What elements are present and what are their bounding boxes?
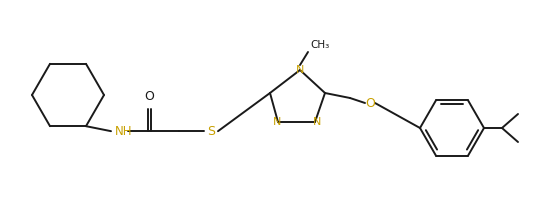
Text: CH₃: CH₃ — [310, 40, 329, 50]
Text: O: O — [144, 90, 154, 103]
Text: O: O — [365, 96, 375, 109]
Text: S: S — [207, 125, 215, 138]
Text: NH: NH — [115, 125, 132, 138]
Text: N: N — [296, 65, 304, 75]
Text: N: N — [313, 117, 321, 127]
Text: N: N — [273, 117, 281, 127]
